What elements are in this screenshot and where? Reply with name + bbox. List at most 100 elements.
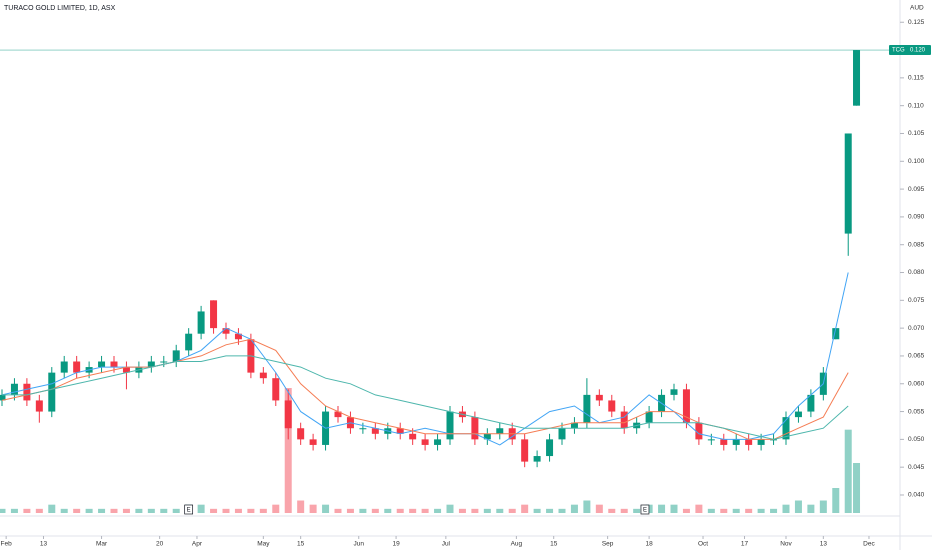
x-tick-label: Nov <box>780 541 792 548</box>
earnings-marker <box>640 504 650 515</box>
volume-bar <box>508 508 516 513</box>
candle-body <box>23 383 31 401</box>
x-tick-label: 20 <box>156 541 164 548</box>
volume-bar <box>483 508 491 513</box>
candle-body <box>608 400 616 412</box>
volume-bar <box>807 504 815 513</box>
candle-body <box>10 383 18 395</box>
volume-bar <box>297 500 305 513</box>
chart-title: TURACO GOLD LIMITED, 1D, ASX <box>4 5 116 12</box>
volume-bar <box>770 508 778 513</box>
volume-bar <box>409 508 417 513</box>
x-tick-label: Feb <box>1 541 13 548</box>
x-tick-label: 15 <box>550 541 558 548</box>
volume-bar <box>359 508 367 513</box>
candle-body <box>160 361 168 363</box>
candle-body <box>533 456 541 462</box>
volume-bar <box>371 508 379 513</box>
x-tick-label: 17 <box>741 541 749 548</box>
volume-bar <box>471 508 479 513</box>
candle-body <box>558 428 566 440</box>
volume-bar <box>732 508 740 513</box>
candle-body <box>521 439 529 462</box>
volume-bar <box>521 504 529 513</box>
candle-body <box>259 372 267 379</box>
earnings-label: E <box>187 508 191 514</box>
y-tick-label: 0.075 <box>908 297 925 304</box>
candle-body <box>371 428 379 434</box>
y-tick-label: 0.055 <box>908 408 925 415</box>
volume-bar <box>272 504 280 513</box>
volume-bar <box>160 508 168 513</box>
volume-bar <box>0 508 6 513</box>
volume-bar <box>23 508 31 513</box>
volume-bar <box>695 504 703 513</box>
y-tick-label: 0.100 <box>908 158 925 165</box>
candle-body <box>197 311 205 334</box>
volume-bar <box>48 504 56 513</box>
volume-bar <box>533 508 541 513</box>
y-tick-label: 0.105 <box>908 130 925 137</box>
volume-bar <box>757 508 765 513</box>
volume-bar <box>658 504 666 513</box>
volume-bar <box>583 500 591 513</box>
x-tick-label: Apr <box>192 541 203 548</box>
volume-bar <box>259 508 267 513</box>
candle-body <box>334 411 342 418</box>
x-tick-label: 18 <box>645 541 653 548</box>
x-tick-label: 13 <box>820 541 828 548</box>
volume-bar <box>60 508 68 513</box>
x-tick-label: May <box>257 541 270 548</box>
candle-body <box>396 428 404 434</box>
y-tick-label: 0.115 <box>908 75 924 82</box>
candle-body <box>210 300 218 329</box>
x-tick-label: 15 <box>297 541 305 548</box>
candle-body <box>272 378 280 401</box>
candle-body <box>234 333 242 340</box>
volume-bar <box>546 508 554 513</box>
candle-body <box>707 439 715 441</box>
volume-bar <box>570 504 578 513</box>
candle-body <box>35 400 43 412</box>
volume-bar <box>85 508 93 513</box>
candle-body <box>309 439 317 445</box>
y-tick-label: 0.040 <box>908 492 925 499</box>
candle-body <box>670 389 678 395</box>
volume-bar <box>496 508 504 513</box>
candle-body <box>446 411 454 440</box>
volume-bar <box>110 508 118 513</box>
volume-bar <box>745 508 753 513</box>
volume-bar <box>446 504 454 513</box>
x-tick-label: Jul <box>442 541 451 548</box>
volume-bar <box>396 508 404 513</box>
volume-bar <box>608 508 616 513</box>
volume-bar <box>421 508 429 513</box>
volume-bar <box>558 508 566 513</box>
candle-body <box>284 400 292 429</box>
currency: AUD <box>910 5 924 12</box>
candle-body <box>720 439 728 445</box>
y-tick-label: 0.125 <box>908 19 925 26</box>
volume-bar <box>222 508 230 513</box>
candle-body <box>794 411 802 418</box>
candle-body <box>122 367 130 373</box>
volume-bar <box>844 429 852 513</box>
volume-bar <box>234 508 242 513</box>
volume-bar <box>210 508 218 513</box>
x-tick-label: Aug <box>511 541 523 548</box>
candle-body <box>359 428 367 430</box>
candle-body <box>60 361 68 373</box>
volume-bar <box>122 508 130 513</box>
x-tick-label: Mar <box>96 541 108 548</box>
y-tick-label: 0.085 <box>908 241 925 248</box>
candle-body <box>48 372 56 412</box>
y-tick-label: 0.090 <box>908 214 925 221</box>
candle-body <box>757 439 765 445</box>
volume-bar <box>595 504 603 513</box>
y-tick-label: 0.095 <box>908 186 925 193</box>
candle-body <box>409 433 417 440</box>
volume-bar <box>247 508 255 513</box>
candle-body <box>682 389 690 423</box>
